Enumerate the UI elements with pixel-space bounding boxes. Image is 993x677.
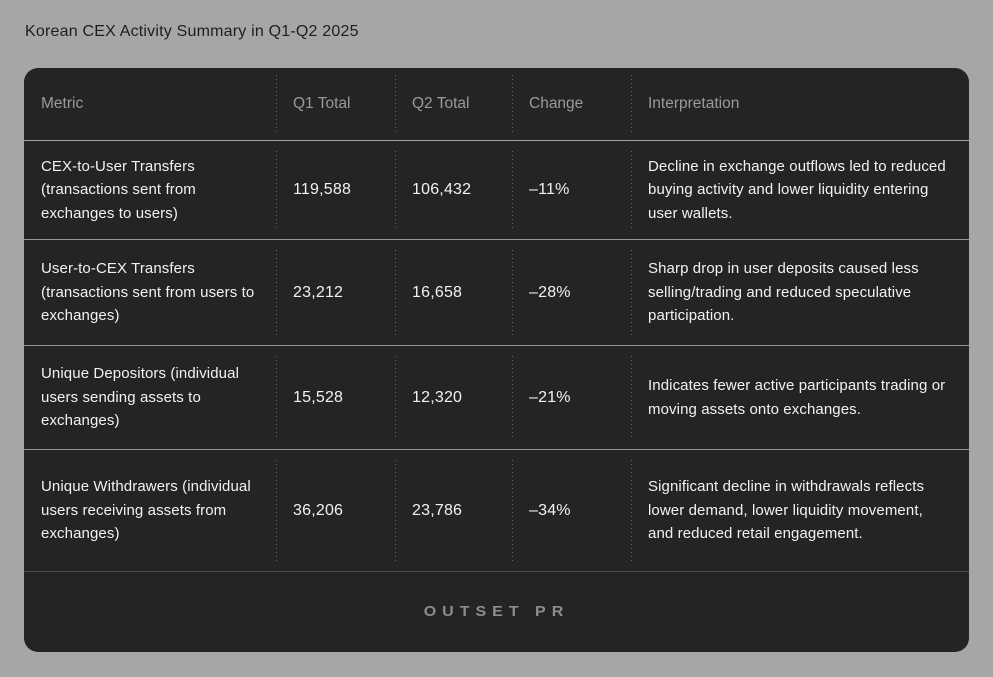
table-row: Unique Withdrawers (individual users rec… (24, 450, 969, 572)
header-change: Change (511, 68, 631, 140)
metric-value: Unique Depositors (individual users send… (41, 365, 240, 430)
q2-total-value: 12,320 (394, 346, 512, 449)
q2-total-value: 23,786 (394, 450, 512, 571)
metric-value: CEX-to-User Transfers (transactions sent… (41, 157, 196, 222)
q2-total-value: 16,658 (394, 240, 512, 345)
interpretation-value: Sharp drop in user deposits caused less … (630, 240, 969, 345)
change-value: –28% (511, 240, 631, 345)
table-footer: OUTSET PR (24, 572, 969, 652)
outset-pr-logo: OUTSET PR (423, 603, 570, 620)
header-q2-total: Q2 Total (394, 68, 512, 140)
header-q1-total: Q1 Total (275, 68, 395, 140)
metric-value: User-to-CEX Transfers (transactions sent… (41, 260, 255, 325)
change-value: –21% (511, 346, 631, 449)
table-row: Unique Depositors (individual users send… (24, 346, 969, 450)
q1-total-value: 36,206 (275, 450, 395, 571)
interpretation-value: Indicates fewer active participants trad… (630, 346, 969, 449)
page-title: Korean CEX Activity Summary in Q1-Q2 202… (25, 23, 359, 40)
q1-total-value: 15,528 (275, 346, 395, 449)
interpretation-value: Significant decline in withdrawals refle… (630, 450, 969, 571)
q1-total-value: 23,212 (275, 240, 395, 345)
interpretation-value: Decline in exchange outflows led to redu… (630, 141, 969, 239)
table-row: CEX-to-User Transfers (transactions sent… (24, 141, 969, 240)
q1-total-value: 119,588 (275, 141, 395, 239)
q2-total-value: 106,432 (394, 141, 512, 239)
change-value: –11% (511, 141, 631, 239)
change-value: –34% (511, 450, 631, 571)
metric-value: Unique Withdrawers (individual users rec… (41, 478, 251, 543)
cex-activity-table: Metric Q1 Total Q2 Total Change Interpre… (24, 68, 969, 652)
table-row: User-to-CEX Transfers (transactions sent… (24, 240, 969, 346)
table-header-row: Metric Q1 Total Q2 Total Change Interpre… (24, 68, 969, 141)
header-metric: Metric (41, 95, 84, 112)
header-interpretation: Interpretation (630, 68, 969, 140)
